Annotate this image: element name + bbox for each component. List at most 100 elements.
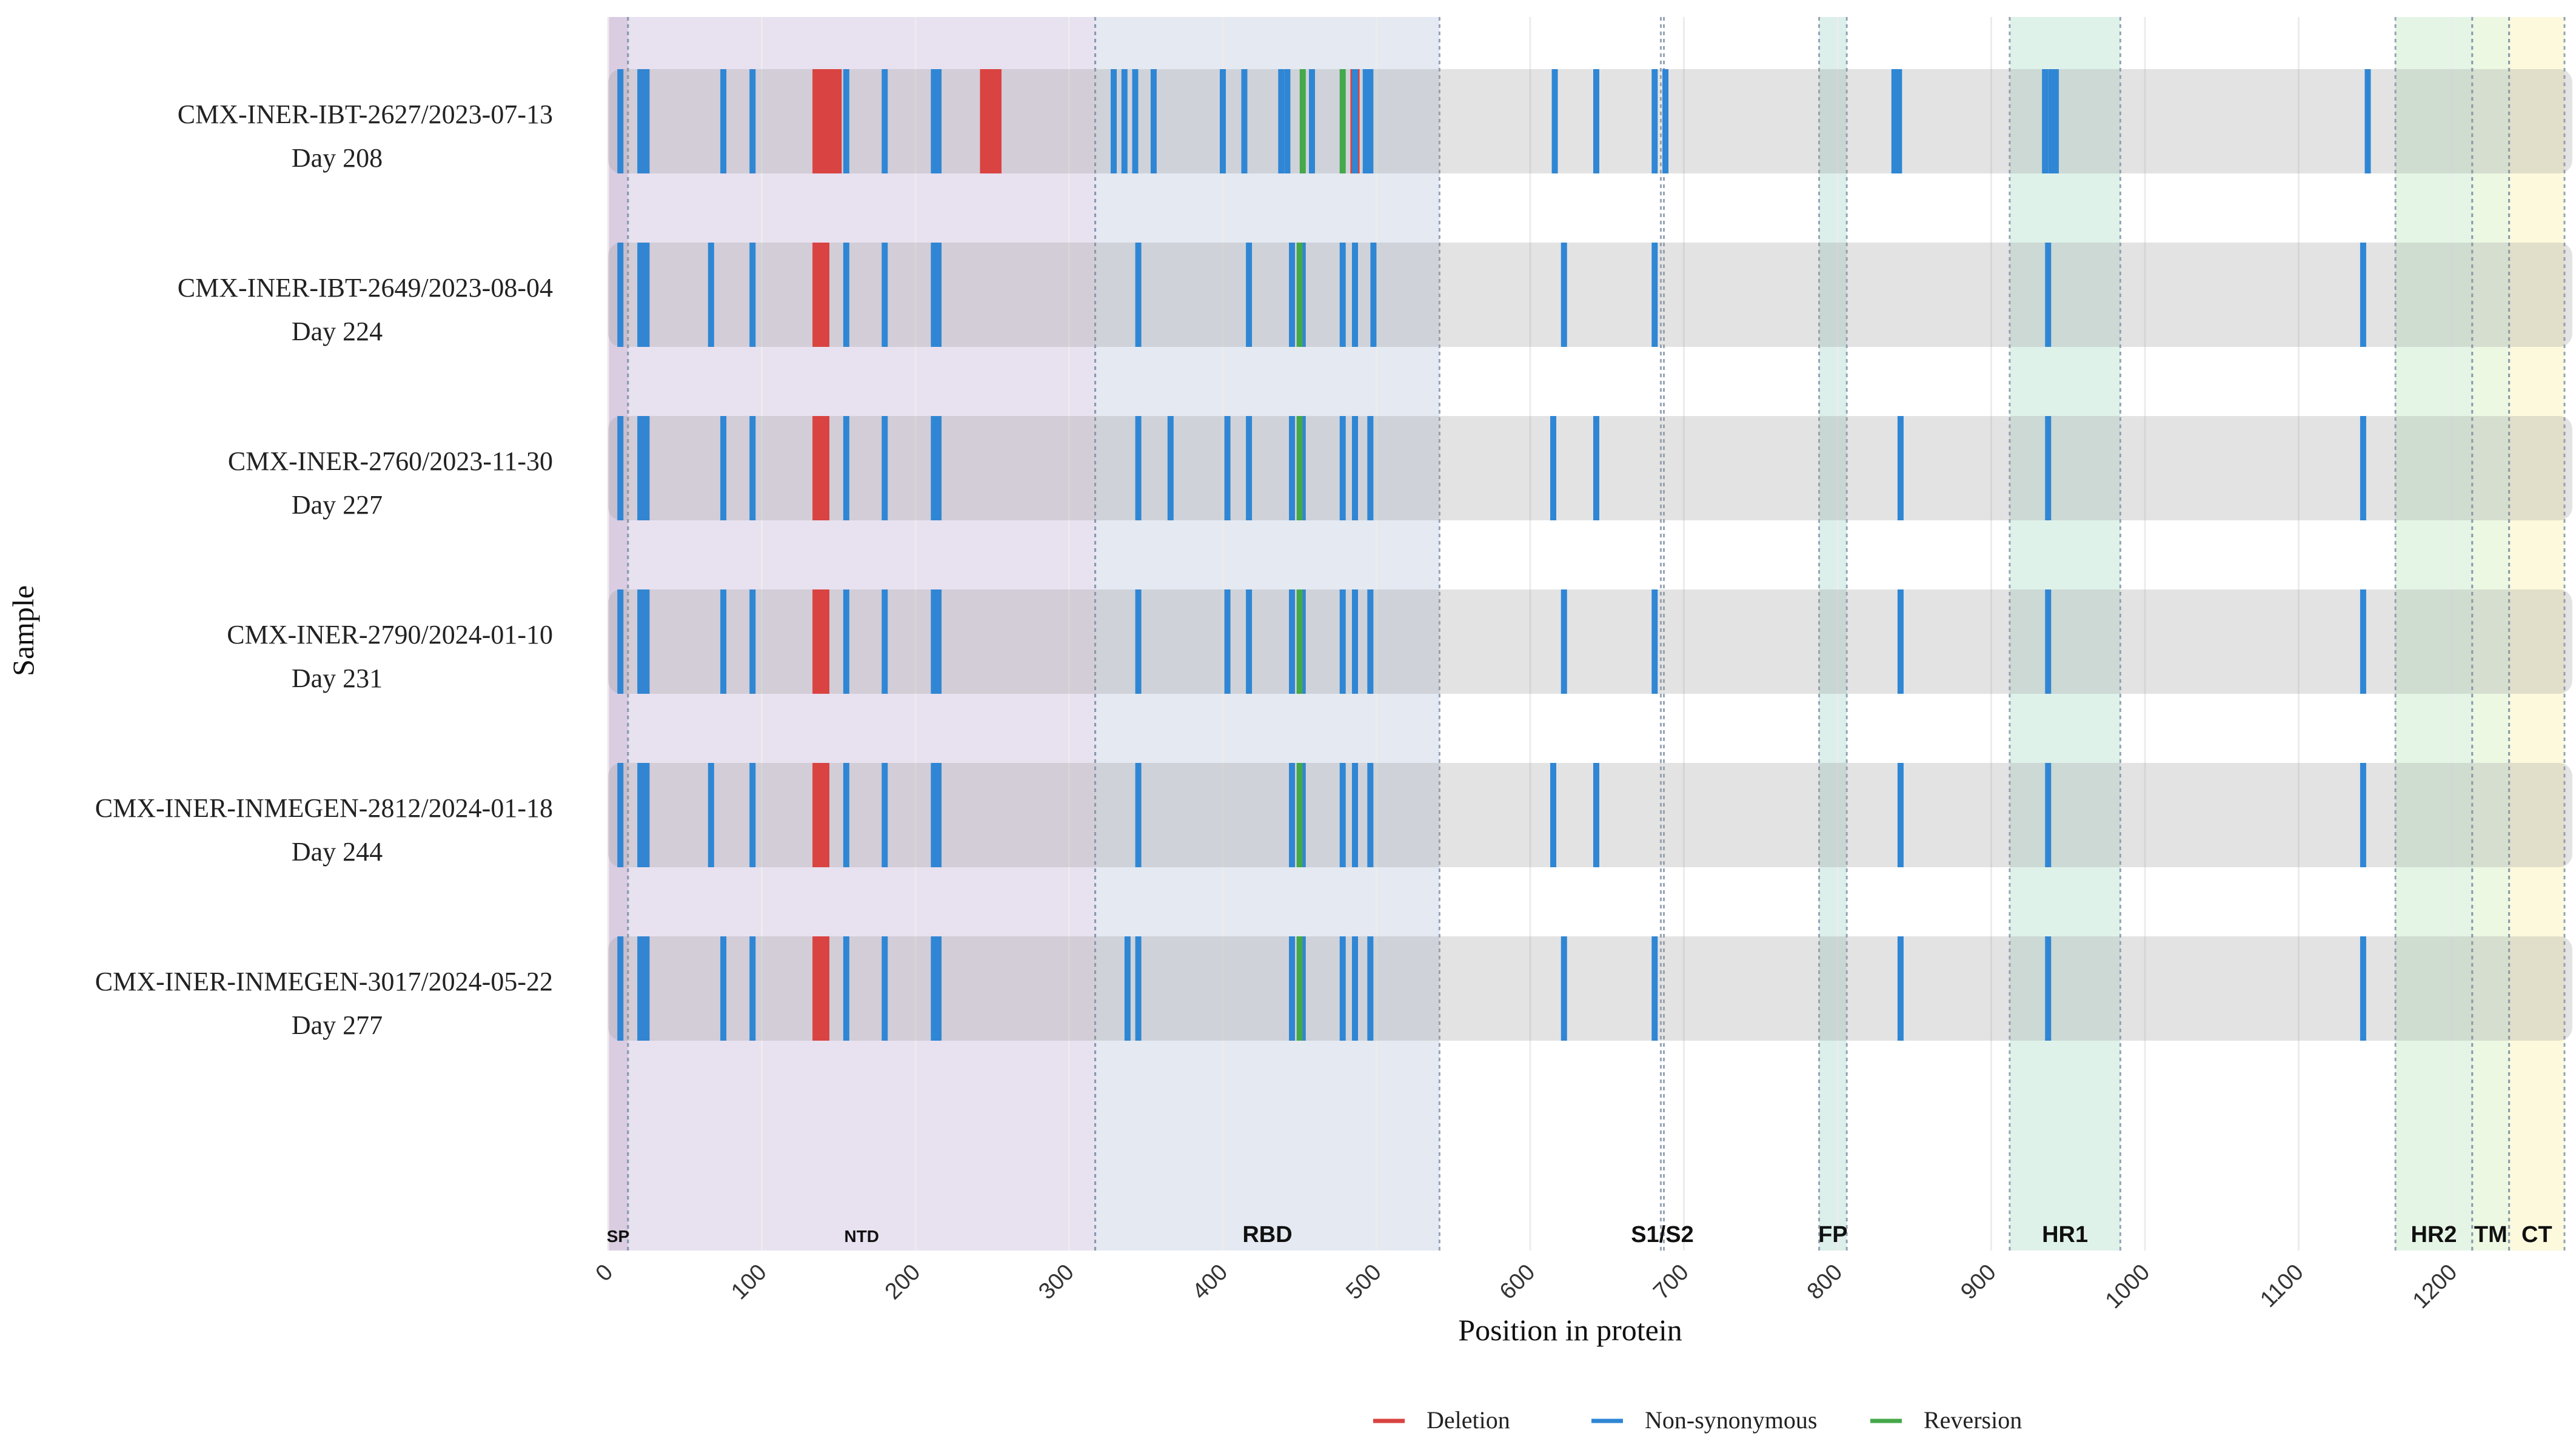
nonsynonymous-mark <box>708 763 714 867</box>
nonsynonymous-mark <box>637 243 644 347</box>
nonsynonymous-mark <box>1367 936 1374 1041</box>
domain-band <box>2009 17 2121 1251</box>
nonsynonymous-mark <box>749 936 756 1041</box>
domain-label: HR2 <box>2411 1222 2457 1247</box>
nonsynonymous-mark <box>935 69 942 173</box>
nonsynonymous-mark <box>1299 416 1306 520</box>
nonsynonymous-mark <box>749 69 756 173</box>
nonsynonymous-mark <box>1135 589 1142 694</box>
nonsynonymous-mark <box>617 763 624 867</box>
nonsynonymous-mark <box>1662 69 1669 173</box>
nonsynonymous-mark <box>931 416 937 520</box>
nonsynonymous-mark <box>2045 416 2052 520</box>
nonsynonymous-mark <box>617 589 624 694</box>
nonsynonymous-mark <box>1246 416 1253 520</box>
reversion-mark <box>1296 589 1303 694</box>
nonsynonymous-mark <box>1299 589 1306 694</box>
nonsynonymous-mark <box>1111 69 1117 173</box>
nonsynonymous-mark <box>935 936 942 1041</box>
nonsynonymous-mark <box>1150 69 1157 173</box>
nonsynonymous-mark <box>1339 936 1346 1041</box>
nonsynonymous-mark <box>617 243 624 347</box>
nonsynonymous-mark <box>882 243 888 347</box>
deletion-mark <box>980 69 1002 173</box>
nonsynonymous-mark <box>637 69 644 173</box>
nonsynonymous-mark <box>1278 69 1285 173</box>
nonsynonymous-mark <box>637 936 644 1041</box>
nonsynonymous-mark <box>1339 763 1346 867</box>
x-tick-label: 900 <box>1956 1260 2001 1305</box>
nonsynonymous-mark <box>1309 69 1316 173</box>
domain-band <box>2395 17 2472 1251</box>
nonsynonymous-mark <box>1241 69 1248 173</box>
nonsynonymous-mark <box>843 763 849 867</box>
legend-label: Reversion <box>1924 1406 2022 1434</box>
sample-name: CMX-INER-INMEGEN-3017/2024-05-22 <box>95 967 553 996</box>
domain-label: HR1 <box>2042 1222 2088 1247</box>
nonsynonymous-mark <box>1593 416 1599 520</box>
x-tick-label: 500 <box>1341 1260 1387 1305</box>
nonsynonymous-mark <box>1289 936 1296 1041</box>
domain-label: CT <box>2521 1222 2552 1247</box>
y-axis-title: Sample <box>6 585 40 676</box>
sample-track <box>608 936 2572 1041</box>
nonsynonymous-mark <box>1651 589 1658 694</box>
nonsynonymous-mark <box>935 243 942 347</box>
nonsynonymous-mark <box>749 589 756 694</box>
reversion-mark <box>1296 936 1303 1041</box>
domain-band <box>2509 17 2564 1251</box>
domain-label: S1/S2 <box>1631 1222 1694 1247</box>
nonsynonymous-mark <box>2364 69 2371 173</box>
nonsynonymous-mark <box>1896 69 1902 173</box>
sample-name: CMX-INER-IBT-2627/2023-07-13 <box>178 99 553 129</box>
sample-name: CMX-INER-2760/2023-11-30 <box>228 446 553 476</box>
nonsynonymous-mark <box>1367 763 1374 867</box>
nonsynonymous-mark <box>749 416 756 520</box>
x-tick-label: 700 <box>1648 1260 1694 1305</box>
deletion-mark <box>812 589 830 694</box>
nonsynonymous-mark <box>1550 416 1556 520</box>
nonsynonymous-mark <box>1550 763 1556 867</box>
sample-day: Day 227 <box>292 490 383 520</box>
nonsynonymous-mark <box>1351 763 1358 867</box>
nonsynonymous-mark <box>1362 69 1369 173</box>
domain-label: SP <box>607 1227 629 1246</box>
nonsynonymous-mark <box>1135 763 1142 867</box>
nonsynonymous-mark <box>931 589 937 694</box>
nonsynonymous-mark <box>882 763 888 867</box>
domain-label: RBD <box>1242 1222 1292 1247</box>
domain-label: TM <box>2474 1222 2507 1247</box>
x-axis-title: Position in protein <box>1458 1313 1682 1347</box>
nonsynonymous-mark <box>843 416 849 520</box>
nonsynonymous-mark <box>2360 416 2366 520</box>
nonsynonymous-mark <box>1289 243 1296 347</box>
x-tick-label: 100 <box>726 1260 772 1305</box>
domain-band <box>2472 17 2509 1251</box>
nonsynonymous-mark <box>1561 936 1567 1041</box>
nonsynonymous-mark <box>2360 936 2366 1041</box>
nonsynonymous-mark <box>882 589 888 694</box>
nonsynonymous-mark <box>1561 243 1567 347</box>
sample-track <box>608 69 2572 173</box>
nonsynonymous-mark <box>643 763 650 867</box>
nonsynonymous-mark <box>2360 763 2366 867</box>
sample-name: CMX-INER-IBT-2649/2023-08-04 <box>178 273 553 303</box>
nonsynonymous-mark <box>1593 69 1599 173</box>
nonsynonymous-mark <box>1897 936 1904 1041</box>
nonsynonymous-mark <box>1299 243 1306 347</box>
reversion-mark <box>1339 69 1346 173</box>
legend-label: Deletion <box>1427 1406 1510 1434</box>
nonsynonymous-mark <box>935 763 942 867</box>
nonsynonymous-mark <box>1651 936 1658 1041</box>
nonsynonymous-mark <box>931 763 937 867</box>
nonsynonymous-mark <box>931 69 937 173</box>
x-tick-label: 0 <box>591 1260 618 1287</box>
sample-day: Day 277 <box>292 1010 383 1040</box>
nonsynonymous-mark <box>2360 243 2366 347</box>
nonsynonymous-mark <box>931 936 937 1041</box>
nonsynonymous-mark <box>882 416 888 520</box>
nonsynonymous-mark <box>1135 243 1142 347</box>
nonsynonymous-mark <box>843 936 849 1041</box>
sample-day: Day 208 <box>292 143 383 173</box>
